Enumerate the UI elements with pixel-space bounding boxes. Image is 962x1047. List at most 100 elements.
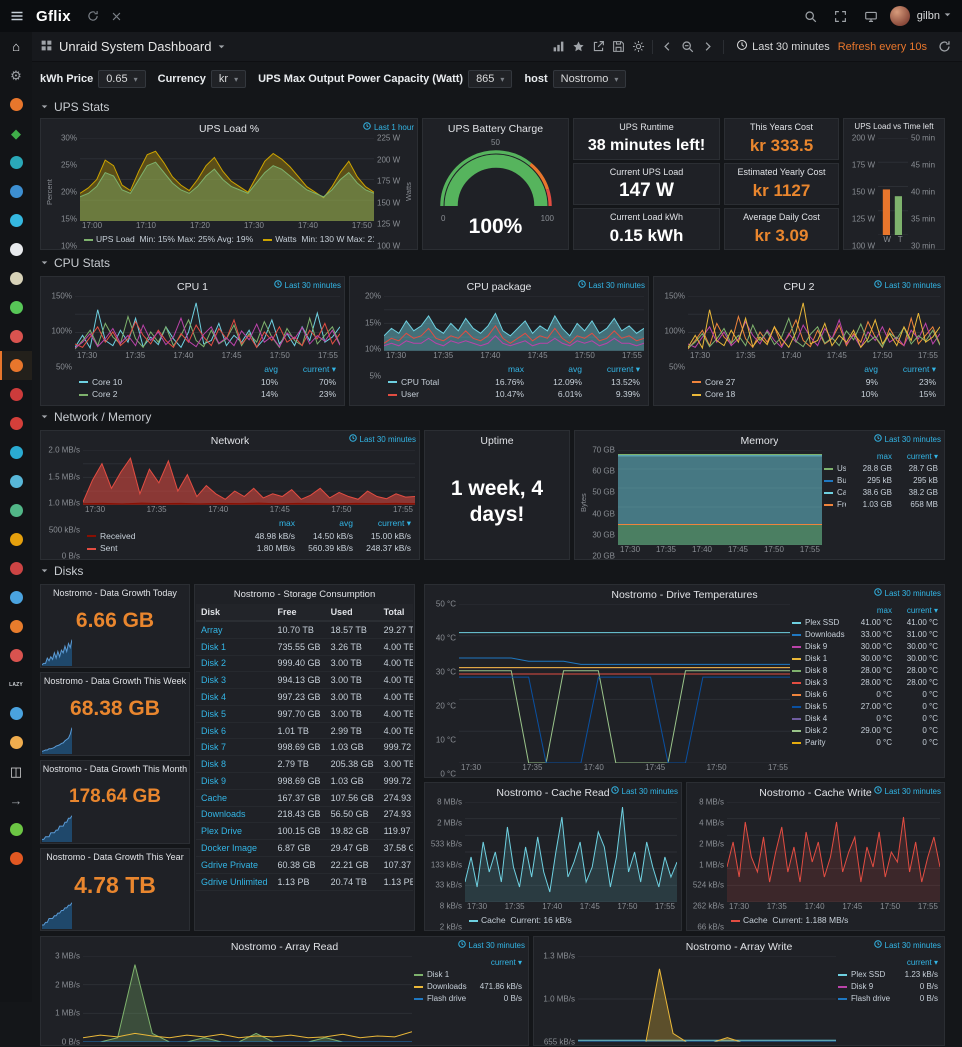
app-radarr-icon[interactable]: ◆ <box>0 119 32 148</box>
cycle-icon[interactable] <box>83 6 103 26</box>
legend-item[interactable]: Received 48.98 kB/s 14.50 kB/s 15.00 kB/s <box>87 530 411 543</box>
table-row[interactable]: Disk 5 997.70 GB 3.00 TB 4.00 TB <box>196 705 413 723</box>
panel-title[interactable]: Nostromo - Drive Temperatures Last 30 mi… <box>611 588 941 601</box>
panel-title[interactable]: Average Daily Cost <box>743 211 820 222</box>
legend-item[interactable]: Flash drive 0 B/s <box>838 993 938 1005</box>
chevron-right-icon[interactable] <box>697 38 717 56</box>
array-write-chart[interactable]: 1.3 MB/s 1.0 MB/s 655 kB/s current ▾ Plex SS… <box>538 952 940 1047</box>
drive-temperatures-chart[interactable]: 50 °C 40 °C 30 °C 20 °C 10 °C 0 °C 17:30 17:35 1… <box>429 600 940 779</box>
disk-link[interactable]: Cache <box>196 789 273 807</box>
column-header[interactable]: Total <box>378 604 413 622</box>
app-bank-icon[interactable]: ◫ <box>0 757 32 786</box>
hamburger-menu-icon[interactable] <box>0 0 34 32</box>
panel-title[interactable]: Nostromo - Data Growth This Year <box>46 851 184 862</box>
app-download-icon[interactable] <box>0 641 32 670</box>
plot-area[interactable] <box>459 604 790 763</box>
app-grid-icon[interactable] <box>0 409 32 438</box>
table-row[interactable]: Disk 8 2.79 TB 205.38 GB 3.00 TB <box>196 755 413 774</box>
plot-area[interactable] <box>688 296 940 351</box>
plot-area[interactable] <box>384 296 644 351</box>
app-drop-icon[interactable] <box>0 467 32 496</box>
app-deluge-icon[interactable] <box>0 90 32 119</box>
plot-area[interactable] <box>578 956 836 1042</box>
disk-link[interactable]: Downloads <box>196 806 273 824</box>
cpu1-chart[interactable]: 150% 100% 50% 17:30 17:35 17:40 17:45 17:50 17:5… <box>45 292 340 402</box>
table-row[interactable]: Disk 4 997.23 GB 3.00 TB 4.00 TB <box>196 688 413 706</box>
dashboard-title[interactable]: Unraid System Dashboard <box>40 39 226 55</box>
disk-link[interactable]: Gdrive Unlimited <box>196 873 273 891</box>
app-target-icon[interactable] <box>0 844 32 873</box>
table-row[interactable]: Disk 6 1.01 TB 2.99 TB 4.00 TB <box>196 722 413 740</box>
close-icon[interactable] <box>107 6 127 26</box>
disk-link[interactable]: Disk 2 <box>196 655 273 673</box>
app-active-icon[interactable] <box>0 351 32 380</box>
panel-title[interactable]: Nostromo - Array Read Last 30 minutes <box>230 940 525 953</box>
cpu2-chart[interactable]: 150% 100% 50% 17:30 17:35 17:40 17:45 17:50 17:5… <box>658 292 940 402</box>
refresh-icon[interactable] <box>934 38 954 56</box>
column-header[interactable]: Used <box>325 604 379 622</box>
legend-item[interactable]: Disk 2 29.00 °C 0 °C <box>792 725 938 737</box>
panel-title[interactable]: Nostromo - Cache Write Last 30 minutes <box>759 786 941 799</box>
time-picker[interactable]: Last 30 minutes <box>730 39 836 54</box>
home-icon[interactable]: ⌂ <box>0 32 32 61</box>
disk-link[interactable]: Disk 5 <box>196 705 273 723</box>
panel-title[interactable]: UPS Load vs Time left <box>854 122 934 131</box>
legend-item[interactable]: Parity 0 °C 0 °C <box>792 737 938 749</box>
disk-link[interactable]: Array <box>196 621 273 639</box>
network-chart[interactable]: 2.0 MB/s 1.5 MB/s 1.0 MB/s 500 kB/s 0 B/s 17:… <box>45 446 415 561</box>
settings-icon[interactable]: ⚙ <box>0 61 32 90</box>
time-range-badge[interactable]: Last 30 minutes <box>610 786 678 796</box>
variable-dropdown[interactable]: Nostromo ▾ <box>552 70 627 88</box>
legend-item[interactable]: CPU Total 16.76% 12.09% 13.52% <box>388 376 640 389</box>
panel-title[interactable]: Current UPS Load <box>609 166 684 177</box>
column-header[interactable]: Free <box>272 604 326 622</box>
panel-title[interactable]: UPS Battery Charge <box>447 122 544 135</box>
cpu-package-chart[interactable]: 20% 15% 10% 5% 17:30 17:35 17:40 17:45 17:50 17:5… <box>354 292 644 402</box>
app-cloud-icon[interactable] <box>0 177 32 206</box>
app-water-icon[interactable] <box>0 699 32 728</box>
search-icon[interactable] <box>801 6 821 26</box>
time-range-badge[interactable]: Last 30 minutes <box>873 588 941 598</box>
legend-item[interactable]: Disk 1 <box>414 969 522 981</box>
variable-dropdown[interactable]: 865 ▾ <box>468 70 513 88</box>
legend-item[interactable]: Flash drive 0 B/s <box>414 993 522 1005</box>
panel-add-icon[interactable] <box>548 38 568 56</box>
app-search-icon[interactable] <box>0 206 32 235</box>
legend-item[interactable]: Disk 3 28.00 °C 28.00 °C <box>792 677 938 689</box>
app-photo-icon[interactable] <box>0 583 32 612</box>
legend-item[interactable]: Disk 9 30.00 °C 30.00 °C <box>792 641 938 653</box>
legend-item[interactable]: Downloads 33.00 °C 31.00 °C <box>792 629 938 641</box>
legend-item[interactable]: Core 2 14% 23% <box>79 388 336 401</box>
cache-write-chart[interactable]: 8 MB/s 4 MB/s 2 MB/s 1 MB/s 524 kB/s 262 kB/s… <box>691 798 940 932</box>
app-github-icon[interactable] <box>0 815 32 844</box>
ups-load-vs-time-chart[interactable]: 200 W 175 W 150 W 125 W 100 W W T 50 min 45 min 4… <box>848 134 940 251</box>
app-sonarr-icon[interactable] <box>0 148 32 177</box>
app-assistant-icon[interactable] <box>0 235 32 264</box>
time-range-badge[interactable]: Last 30 minutes <box>273 280 341 290</box>
plot-area[interactable] <box>878 138 908 235</box>
app-circle-icon[interactable] <box>0 496 32 525</box>
app-kodi-icon[interactable] <box>0 264 32 293</box>
time-range-badge[interactable]: Last 30 minutes <box>873 280 941 290</box>
plot-area[interactable] <box>75 296 340 351</box>
panel-title[interactable]: Nostromo - Data Growth Today <box>53 587 177 598</box>
legend-item[interactable]: Disk 5 27.00 °C 0 °C <box>792 701 938 713</box>
row-header-disks[interactable]: Disks <box>40 564 83 578</box>
chevron-left-icon[interactable] <box>657 38 677 56</box>
app-eye-icon[interactable] <box>0 438 32 467</box>
plot-area[interactable] <box>83 450 415 505</box>
refresh-interval[interactable]: Refresh every 10s <box>837 40 927 53</box>
disk-link[interactable]: Disk 7 <box>196 738 273 757</box>
app-stripes-icon[interactable] <box>0 554 32 583</box>
panel-title[interactable]: CPU 1 Last 30 minutes <box>177 280 341 293</box>
disk-link[interactable]: Docker Image <box>196 839 273 857</box>
app-sab-icon[interactable] <box>0 728 32 757</box>
star-icon[interactable] <box>568 38 588 56</box>
